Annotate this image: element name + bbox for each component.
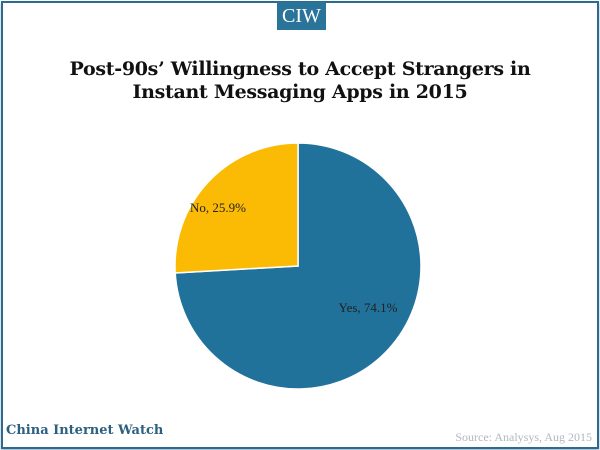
pie-slice-no [174, 142, 299, 274]
slice-label-yes: Yes, 74.1% [339, 300, 398, 315]
slice-label-no: No, 25.9% [190, 200, 246, 215]
brand-label: China Internet Watch [6, 423, 164, 438]
ciw-logo-badge: CIW [277, 2, 326, 30]
chart-title: Post-90s’ Willingness to Accept Stranger… [69, 58, 531, 103]
source-note: Source: Analysys, Aug 2015 [455, 430, 592, 444]
